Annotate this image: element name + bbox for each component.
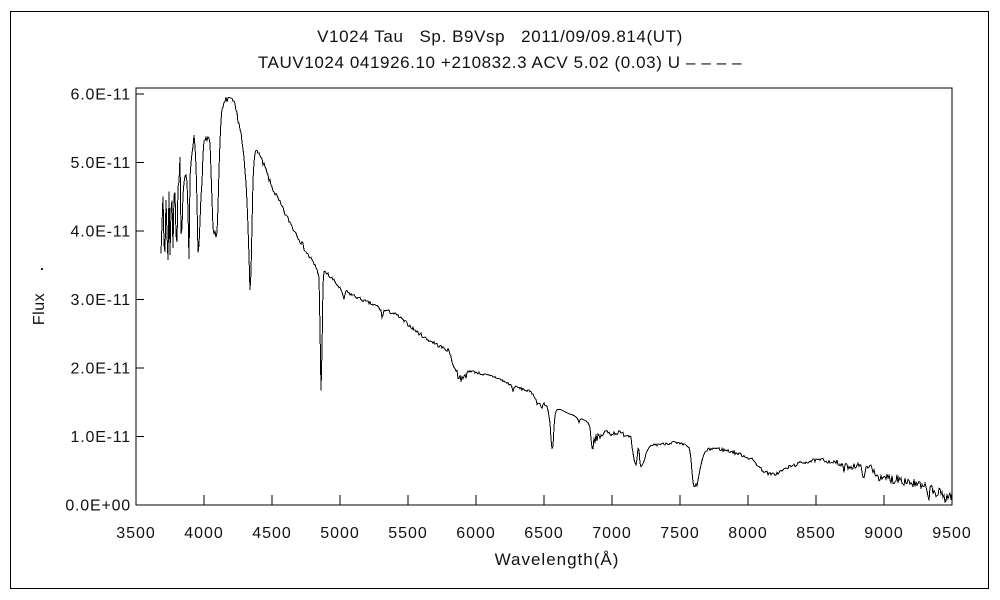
y-tick-label: 1.0E-11 (71, 429, 131, 446)
x-tick-label: 3500 (116, 525, 156, 542)
y-tick-label: 4.0E-11 (71, 224, 131, 241)
plot-frame (135, 87, 953, 506)
x-tick-label: 4000 (184, 525, 224, 542)
chart-title-line1: V1024 Tau Sp. B9Vsp 2011/09/09.814(UT) (317, 27, 683, 46)
chart-title-line2: TAUV1024 041926.10 +210832.3 ACV 5.02 (0… (257, 53, 743, 72)
x-tick-label: 8500 (796, 525, 836, 542)
x-tick-label: 5000 (320, 525, 360, 542)
y-tick-label: 0.0E+00 (65, 498, 131, 515)
x-tick-label: 6000 (456, 525, 496, 542)
figure-border (10, 11, 989, 589)
x-tick-label: 5500 (388, 525, 428, 542)
y-tick-label: 5.0E-11 (71, 155, 131, 172)
stray-dot (41, 268, 43, 270)
x-tick-label: 8000 (728, 525, 768, 542)
y-tick-label: 6.0E-11 (71, 87, 131, 104)
spectrum-trace (160, 96, 953, 503)
x-tick-label: 7000 (592, 525, 632, 542)
y-tick-label: 3.0E-11 (71, 292, 131, 309)
x-tick-label: 7500 (660, 525, 700, 542)
x-tick-label: 4500 (252, 525, 292, 542)
x-axis-title: Wavelength(Å) (494, 550, 620, 569)
x-tick-label: 9000 (864, 525, 904, 542)
x-tick-label: 9500 (932, 525, 972, 542)
y-tick-label: 2.0E-11 (71, 361, 131, 378)
x-tick-label: 6500 (524, 525, 564, 542)
